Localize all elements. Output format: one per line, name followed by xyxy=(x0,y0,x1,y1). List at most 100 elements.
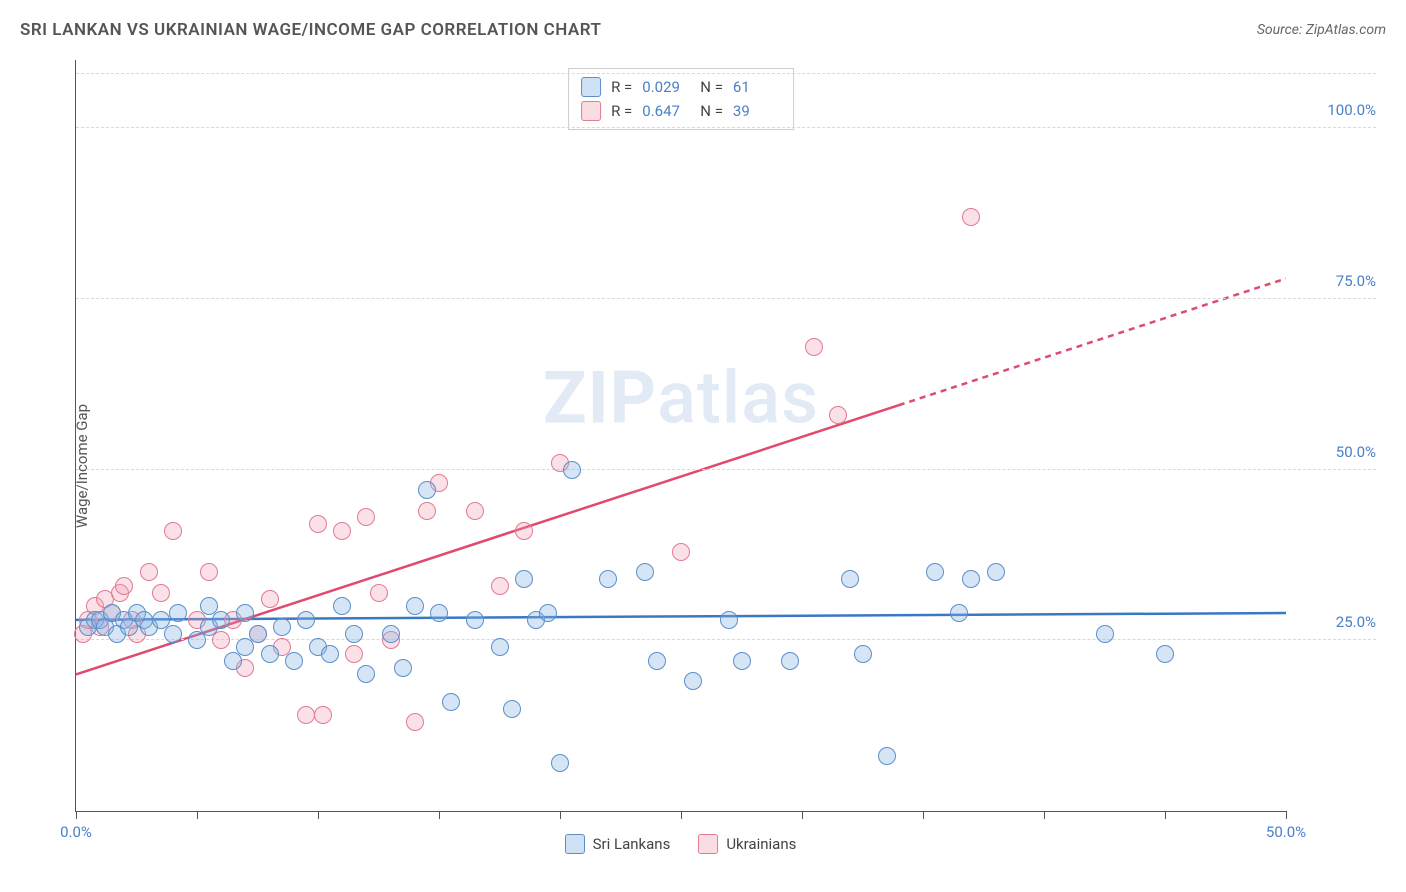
data-point xyxy=(314,706,332,724)
trend-lines xyxy=(76,60,1286,811)
grid-line xyxy=(76,469,1376,470)
data-point xyxy=(733,652,751,670)
x-tick xyxy=(1286,811,1287,819)
data-point xyxy=(430,604,448,622)
n-label: N = xyxy=(700,99,723,123)
data-point xyxy=(297,611,315,629)
data-point xyxy=(140,563,158,581)
data-point xyxy=(115,577,133,595)
n-label: N = xyxy=(700,75,723,99)
y-tick-label: 50.0% xyxy=(1296,443,1376,461)
data-point xyxy=(781,652,799,670)
data-point xyxy=(720,611,738,629)
watermark: ZIPatlas xyxy=(543,355,819,440)
data-point xyxy=(854,645,872,663)
watermark-atlas: atlas xyxy=(657,355,819,440)
x-tick xyxy=(76,811,77,819)
data-point xyxy=(1096,625,1114,643)
data-point xyxy=(841,570,859,588)
data-point xyxy=(333,597,351,615)
data-point xyxy=(466,502,484,520)
swatch-blue-icon xyxy=(581,77,601,97)
data-point xyxy=(164,625,182,643)
r-label: R = xyxy=(611,99,632,123)
data-point xyxy=(357,665,375,683)
data-point xyxy=(636,563,654,581)
data-point xyxy=(345,625,363,643)
data-point xyxy=(236,604,254,622)
bottom-legend: Sri Lankans Ukrainians xyxy=(75,834,1286,854)
data-point xyxy=(539,604,557,622)
x-tick xyxy=(681,811,682,819)
y-tick-label: 75.0% xyxy=(1296,272,1376,290)
data-point xyxy=(491,638,509,656)
data-point xyxy=(829,406,847,424)
chart-header: SRI LANKAN VS UKRAINIAN WAGE/INCOME GAP … xyxy=(20,20,1386,40)
swatch-pink-icon xyxy=(581,101,601,121)
data-point xyxy=(599,570,617,588)
data-point xyxy=(285,652,303,670)
data-point xyxy=(491,577,509,595)
swatch-blue-icon xyxy=(565,834,585,854)
y-tick-label: 25.0% xyxy=(1296,613,1376,631)
r-label: R = xyxy=(611,75,632,99)
x-tick xyxy=(197,811,198,819)
n-value-blue: 61 xyxy=(733,75,781,99)
x-tick xyxy=(318,811,319,819)
watermark-zip: ZIP xyxy=(543,355,657,440)
data-point xyxy=(297,706,315,724)
grid-line xyxy=(76,639,1376,640)
legend-item-ukrainians: Ukrainians xyxy=(698,834,796,854)
chart-source: Source: ZipAtlas.com xyxy=(1257,22,1386,38)
data-point xyxy=(273,618,291,636)
data-point xyxy=(515,522,533,540)
scatter-plot: ZIPatlas R = 0.029 N = 61 R = 0.647 N = … xyxy=(75,60,1286,812)
data-point xyxy=(357,508,375,526)
legend-item-sri-lankans: Sri Lankans xyxy=(565,834,671,854)
data-point xyxy=(200,597,218,615)
data-point xyxy=(648,652,666,670)
data-point xyxy=(394,659,412,677)
stats-row-blue: R = 0.029 N = 61 xyxy=(581,75,781,99)
x-tick xyxy=(1044,811,1045,819)
data-point xyxy=(406,713,424,731)
data-point xyxy=(382,625,400,643)
data-point xyxy=(962,208,980,226)
data-point xyxy=(345,645,363,663)
data-point xyxy=(261,645,279,663)
data-point xyxy=(672,543,690,561)
grid-line xyxy=(76,127,1376,128)
chart-container: Wage/Income Gap ZIPatlas R = 0.029 N = 6… xyxy=(20,60,1386,872)
data-point xyxy=(164,522,182,540)
legend-label: Sri Lankans xyxy=(593,835,671,853)
data-point xyxy=(200,563,218,581)
data-point xyxy=(926,563,944,581)
data-point xyxy=(442,693,460,711)
stats-box: R = 0.029 N = 61 R = 0.647 N = 39 xyxy=(568,68,794,130)
data-point xyxy=(169,604,187,622)
data-point xyxy=(152,584,170,602)
data-point xyxy=(309,515,327,533)
data-point xyxy=(321,645,339,663)
data-point xyxy=(212,631,230,649)
data-point xyxy=(563,461,581,479)
data-point xyxy=(515,570,533,588)
data-point xyxy=(684,672,702,690)
y-tick-label: 100.0% xyxy=(1296,101,1376,119)
grid-line xyxy=(76,73,1376,74)
r-value-blue: 0.029 xyxy=(642,75,690,99)
data-point xyxy=(551,754,569,772)
data-point xyxy=(418,502,436,520)
chart-title: SRI LANKAN VS UKRAINIAN WAGE/INCOME GAP … xyxy=(20,20,601,40)
data-point xyxy=(249,625,267,643)
data-point xyxy=(370,584,388,602)
x-tick xyxy=(923,811,924,819)
data-point xyxy=(805,338,823,356)
x-tick xyxy=(560,811,561,819)
data-point xyxy=(987,563,1005,581)
trend-line xyxy=(76,613,1286,620)
grid-line xyxy=(76,298,1376,299)
data-point xyxy=(466,611,484,629)
x-tick xyxy=(802,811,803,819)
stats-row-pink: R = 0.647 N = 39 xyxy=(581,99,781,123)
